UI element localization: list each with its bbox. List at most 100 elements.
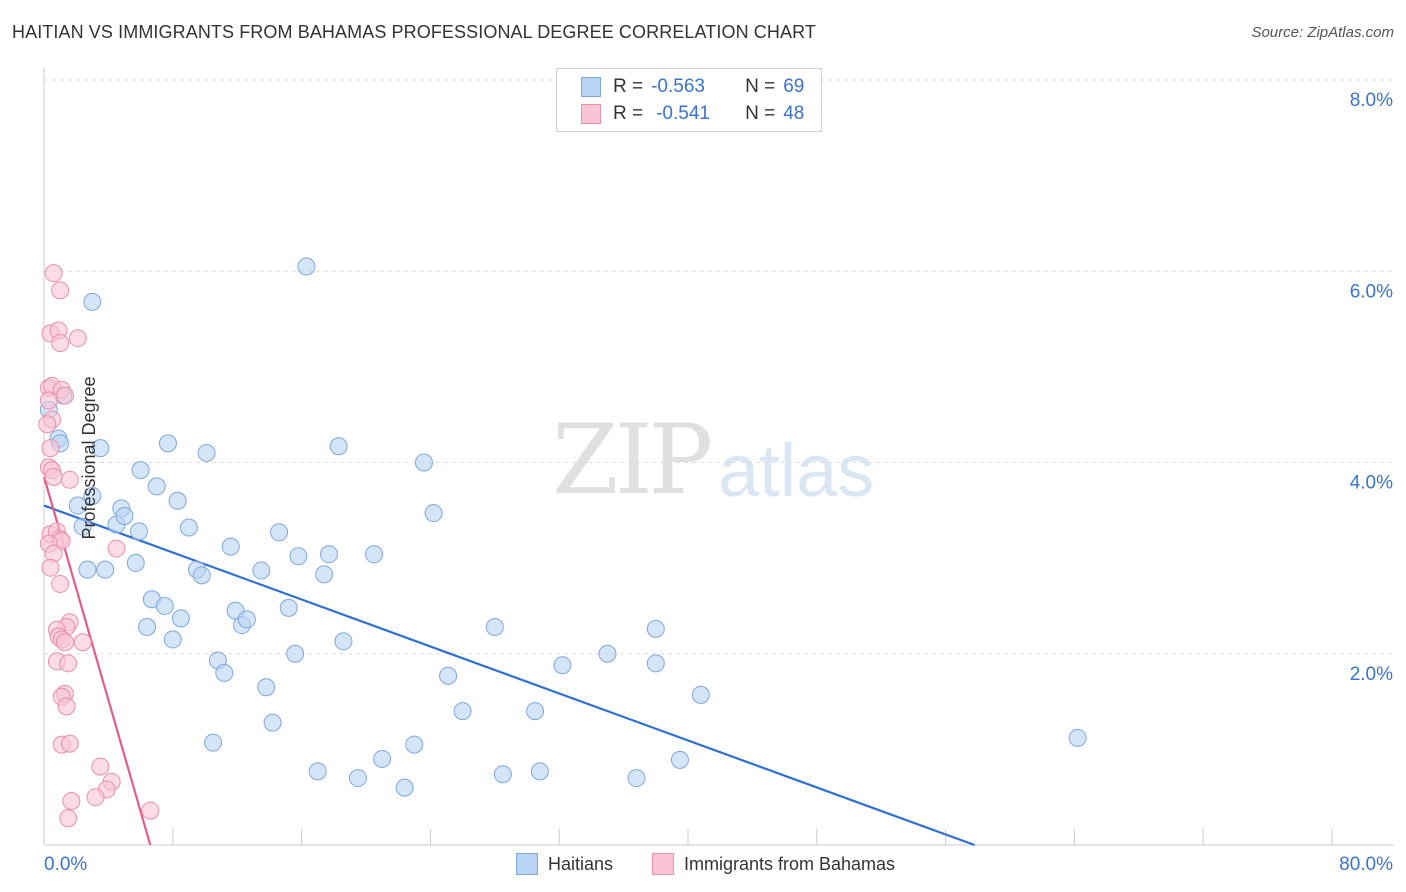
y-axis-label: Professional Degree <box>79 376 100 540</box>
bottom-legend-label-haitians: Haitians <box>548 853 614 874</box>
y-tick-label: 6.0% <box>1350 281 1393 302</box>
legend-row-haitians: R = -0.563 N = 69 <box>581 75 804 99</box>
bahamas-point <box>86 788 105 807</box>
bahamas-point <box>44 264 63 283</box>
bahamas-point <box>73 633 92 652</box>
legend-swatch-bahamas <box>581 104 601 124</box>
haitians-point <box>530 762 549 781</box>
bahamas-point <box>57 697 76 716</box>
haitians-point <box>215 663 234 682</box>
tick-labels: 2.0% 4.0% 6.0% 8.0% 0.0% 80.0% <box>44 90 1393 875</box>
haitians-point <box>453 702 472 721</box>
haitians-point <box>129 522 148 541</box>
bahamas-point <box>51 333 70 352</box>
haitians-point <box>485 617 504 636</box>
haitians-point <box>526 702 545 721</box>
haitians-point <box>348 769 367 788</box>
watermark-zip: ZIP <box>552 404 713 516</box>
haitians-point <box>115 507 134 526</box>
haitians-point <box>158 434 177 453</box>
bottom-legend-swatch-bahamas <box>652 853 674 875</box>
haitians-trend-line <box>43 504 975 847</box>
x-tick-label: 80.0% <box>1339 854 1393 875</box>
haitians-point <box>270 523 289 542</box>
bahamas-point <box>141 801 160 820</box>
bottom-legend-swatch-haitians <box>516 853 538 875</box>
haitians-point <box>96 560 115 579</box>
bahamas-point <box>62 792 81 811</box>
haitians-point <box>1068 728 1087 747</box>
bahamas-point <box>107 539 126 558</box>
legend-r-label: R = <box>613 103 644 124</box>
haitians-point <box>553 656 572 675</box>
haitians-point <box>289 547 308 566</box>
legend-n-value-bahamas: 48 <box>783 103 805 124</box>
haitians-point <box>257 678 276 697</box>
bottom-legend-bahamas: Immigrants from Bahamas <box>652 852 895 876</box>
haitians-point <box>73 517 92 536</box>
haitians-point <box>179 518 198 537</box>
y-tick-label: 8.0% <box>1350 90 1393 111</box>
haitians-point <box>308 762 327 781</box>
haitians-point <box>598 644 617 663</box>
bahamas-point <box>68 329 87 348</box>
haitians-point <box>439 666 458 685</box>
haitians-point <box>329 437 348 456</box>
legend-swatch-haitians <box>581 77 601 97</box>
bahamas-point <box>59 654 78 673</box>
bahamas-point <box>60 470 79 489</box>
axes <box>43 68 1394 846</box>
bahamas-point <box>39 391 58 410</box>
bottom-legend-label-bahamas: Immigrants from Bahamas <box>684 853 896 874</box>
gridlines <box>44 79 1394 655</box>
haitians-point <box>78 560 97 579</box>
bottom-legend-haitians: Haitians <box>516 852 613 876</box>
haitians-point <box>334 632 353 651</box>
haitians-point <box>131 461 150 480</box>
haitians-point <box>646 654 665 673</box>
haitians-point <box>263 713 282 732</box>
haitians-point <box>147 477 166 496</box>
haitians-point <box>126 553 145 572</box>
data-points <box>38 257 1087 828</box>
haitians-point <box>646 619 665 638</box>
haitians-point <box>315 565 334 584</box>
haitians-point <box>373 749 392 768</box>
haitians-point <box>197 443 216 462</box>
haitians-point <box>365 545 384 564</box>
haitians-point <box>493 765 512 784</box>
haitians-point <box>286 644 305 663</box>
legend-r-value-bahamas: -0.541 <box>656 103 710 124</box>
legend-n-label: N = <box>745 76 776 97</box>
haitians-point <box>627 769 646 788</box>
legend-n-label: N = <box>745 103 776 124</box>
bahamas-point <box>60 734 79 753</box>
haitians-point <box>168 491 187 510</box>
haitians-point <box>297 257 316 276</box>
bahamas-point <box>51 574 70 593</box>
haitians-point <box>83 486 102 505</box>
haitians-point <box>138 617 157 636</box>
haitians-point <box>204 733 223 752</box>
haitians-point <box>691 685 710 704</box>
watermark-atlas: atlas <box>718 429 875 512</box>
haitians-point <box>670 750 689 769</box>
bahamas-point <box>41 558 60 577</box>
bahamas-point <box>44 467 63 486</box>
haitians-point <box>163 630 182 649</box>
bahamas-point <box>55 386 74 405</box>
y-tick-label: 2.0% <box>1350 664 1393 685</box>
x-tick-label: 0.0% <box>44 854 87 875</box>
chart-title: HAITIAN VS IMMIGRANTS FROM BAHAMAS PROFE… <box>12 22 816 42</box>
haitians-point <box>279 598 298 617</box>
bahamas-point <box>51 281 70 300</box>
legend-row-bahamas: R = -0.541 N = 48 <box>581 102 804 126</box>
correlation-legend: R = -0.563 N = 69 R = -0.541 N = 48 <box>556 68 822 132</box>
haitians-point <box>237 610 256 629</box>
haitians-point <box>424 504 443 523</box>
legend-r-value-haitians: -0.563 <box>651 76 705 97</box>
haitians-point <box>395 778 414 797</box>
bahamas-point <box>59 809 78 828</box>
haitians-point <box>91 439 110 458</box>
